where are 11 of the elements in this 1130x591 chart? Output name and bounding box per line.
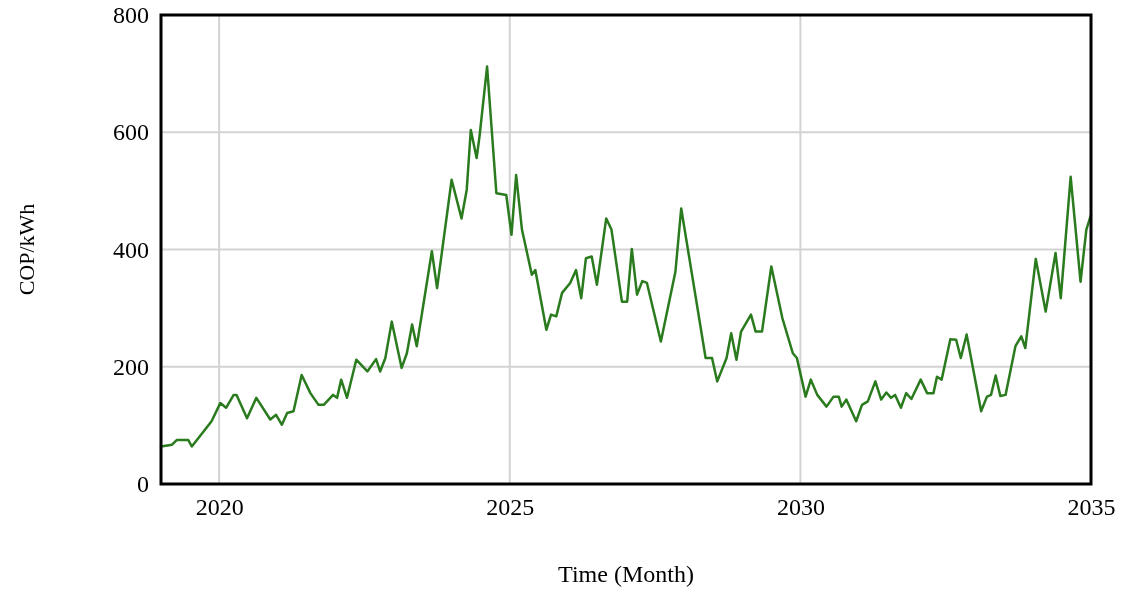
y-tick-label: 600 [113, 119, 149, 146]
y-tick-label: 200 [113, 353, 149, 380]
x-tick-label: 2020 [195, 494, 244, 521]
y-axis-title: COP/kWh [14, 203, 39, 296]
x-tick-label: 2030 [776, 494, 825, 521]
x-axis-title: Time (Month) [558, 561, 694, 587]
x-tick-label: 2025 [486, 494, 535, 521]
x-tick-label: 2035 [1067, 494, 1116, 521]
y-tick-label: 400 [113, 236, 149, 263]
y-tick-label: 0 [137, 471, 149, 498]
y-tick-label: 800 [113, 2, 149, 29]
